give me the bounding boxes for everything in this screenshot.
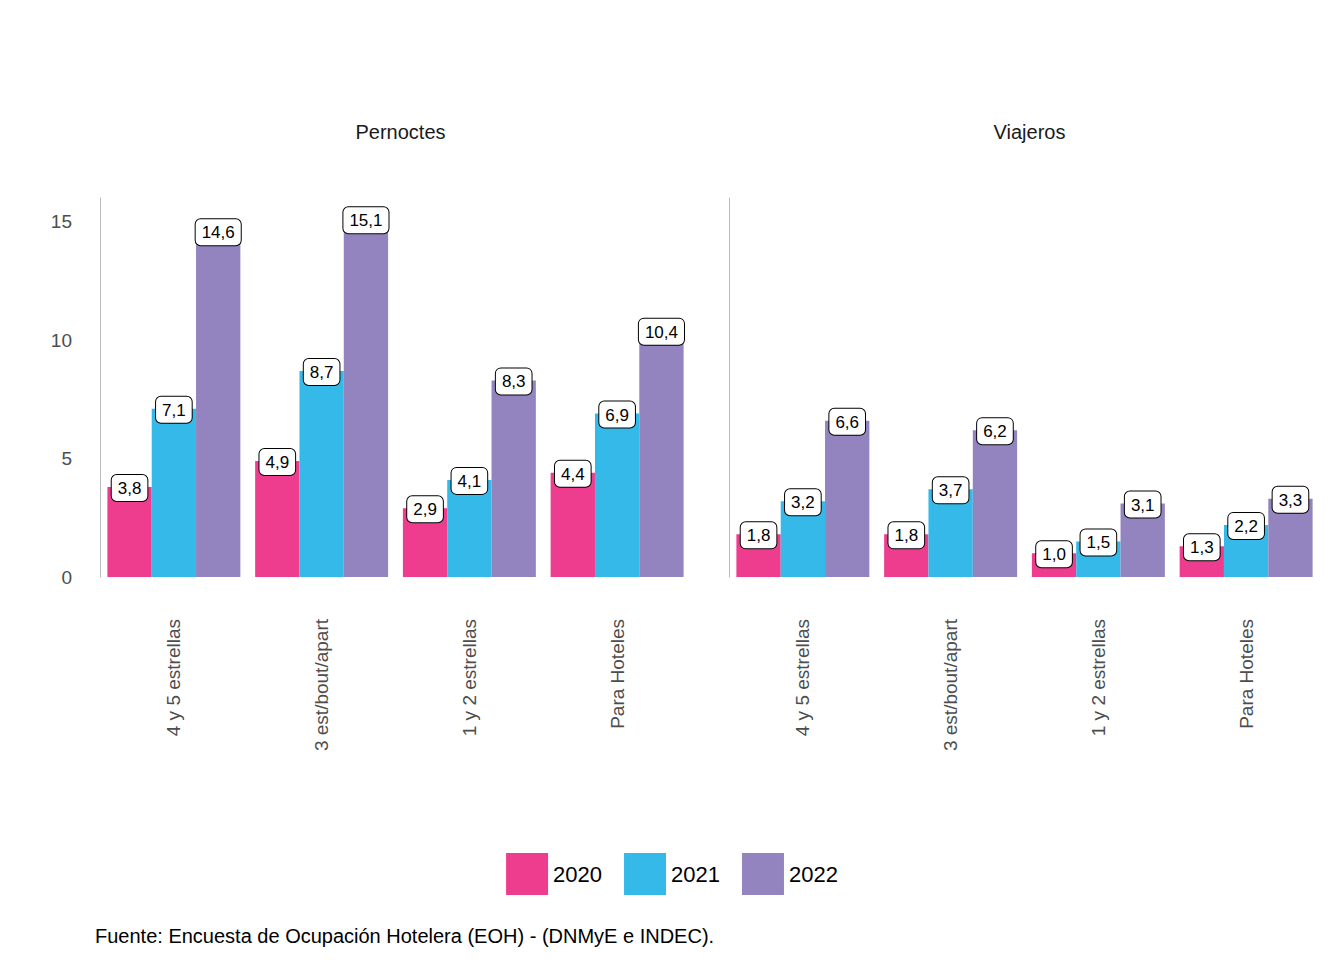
- svg-text:3,7: 3,7: [939, 481, 963, 500]
- svg-text:1,0: 1,0: [1042, 545, 1066, 564]
- svg-text:1,8: 1,8: [894, 526, 918, 545]
- svg-text:2021: 2021: [671, 862, 720, 887]
- svg-text:1,8: 1,8: [747, 526, 771, 545]
- svg-text:6,2: 6,2: [983, 422, 1007, 441]
- svg-text:3 est/bout/apart: 3 est/bout/apart: [311, 618, 332, 751]
- svg-text:10,4: 10,4: [645, 323, 678, 342]
- svg-text:2020: 2020: [553, 862, 602, 887]
- svg-text:15: 15: [51, 211, 72, 232]
- svg-text:1 y 2 estrellas: 1 y 2 estrellas: [1088, 619, 1109, 736]
- svg-text:4 y 5 estrellas: 4 y 5 estrellas: [792, 619, 813, 736]
- svg-text:Para Hoteles: Para Hoteles: [607, 619, 628, 729]
- svg-text:8,7: 8,7: [310, 363, 334, 382]
- svg-text:Pernoctes: Pernoctes: [355, 121, 445, 143]
- svg-text:2022: 2022: [789, 862, 838, 887]
- svg-text:10: 10: [51, 330, 72, 351]
- svg-text:0: 0: [61, 567, 72, 588]
- svg-text:7,1: 7,1: [162, 401, 186, 420]
- svg-text:5: 5: [61, 448, 72, 469]
- svg-text:4,9: 4,9: [265, 453, 289, 472]
- svg-text:Para Hoteles: Para Hoteles: [1236, 619, 1257, 729]
- svg-text:4,1: 4,1: [458, 472, 482, 491]
- svg-text:3,8: 3,8: [118, 479, 142, 498]
- svg-text:6,6: 6,6: [835, 413, 859, 432]
- svg-text:1,3: 1,3: [1190, 538, 1214, 557]
- svg-text:1 y 2 estrellas: 1 y 2 estrellas: [459, 619, 480, 736]
- svg-text:6,9: 6,9: [605, 406, 629, 425]
- svg-text:15,1: 15,1: [349, 211, 382, 230]
- svg-text:8,3: 8,3: [502, 372, 526, 391]
- svg-text:Fuente: Encuesta de Ocupación: Fuente: Encuesta de Ocupación Hotelera (…: [95, 925, 714, 947]
- svg-text:2,2: 2,2: [1234, 517, 1258, 536]
- svg-text:3,1: 3,1: [1131, 496, 1155, 515]
- svg-text:14,6: 14,6: [202, 223, 235, 242]
- svg-text:3,3: 3,3: [1279, 491, 1303, 510]
- svg-text:2,9: 2,9: [413, 500, 437, 519]
- svg-text:1,5: 1,5: [1087, 533, 1111, 552]
- svg-text:4 y 5 estrellas: 4 y 5 estrellas: [163, 619, 184, 736]
- svg-text:Viajeros: Viajeros: [994, 121, 1066, 143]
- svg-text:4,4: 4,4: [561, 465, 585, 484]
- svg-text:3,2: 3,2: [791, 493, 815, 512]
- svg-text:3 est/bout/apart: 3 est/bout/apart: [940, 618, 961, 751]
